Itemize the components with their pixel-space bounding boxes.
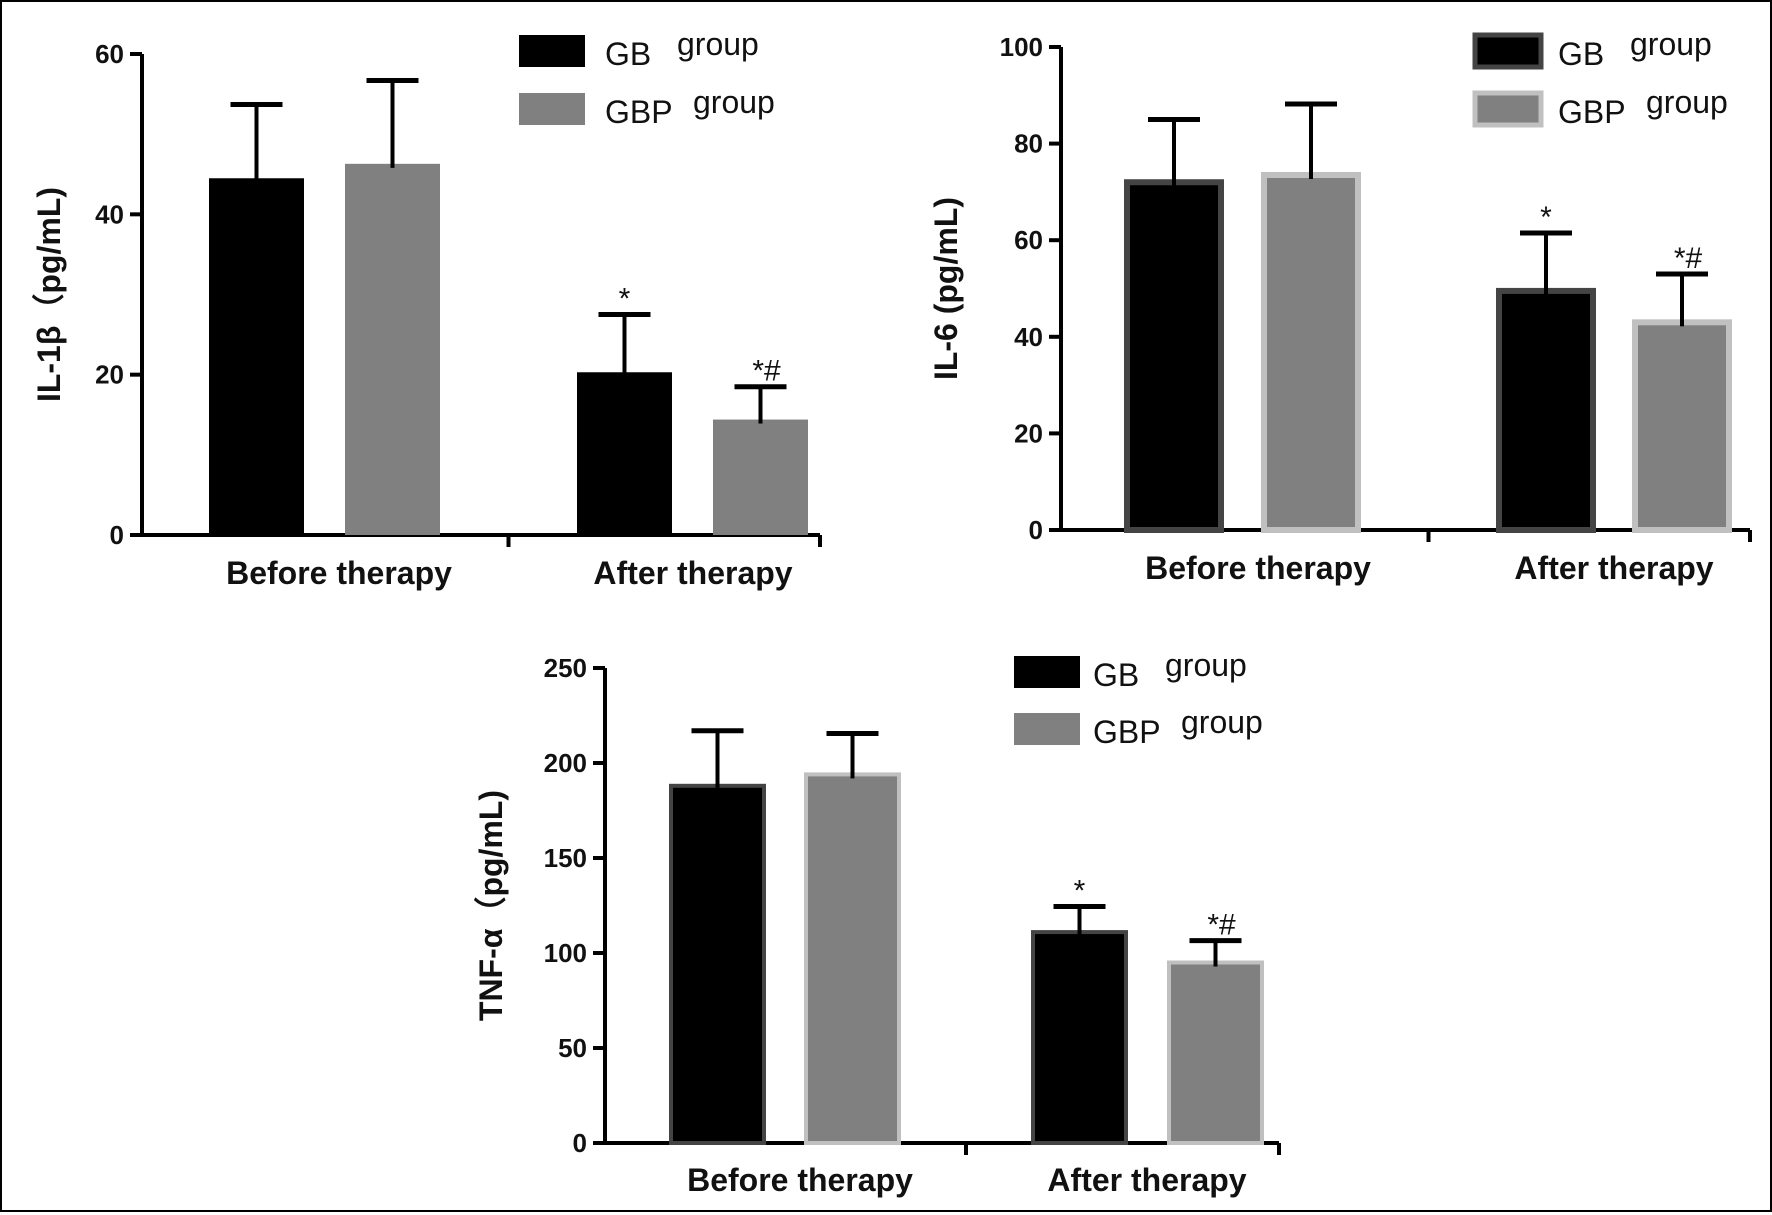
bar-gb-1 [577, 372, 672, 535]
legend-label-gb-part2: group [1165, 647, 1247, 683]
x-category-label: Before therapy [226, 555, 452, 591]
significance-mark: *# [1207, 909, 1236, 942]
bar-gb-0 [209, 178, 304, 535]
y-axis-label: TNF-α（pg/mL) [473, 790, 509, 1021]
significance-mark: *# [752, 355, 781, 388]
y-tick-label: 0 [1029, 515, 1043, 545]
legend-label-gbp-part2: group [1646, 84, 1728, 120]
y-tick-label: 40 [1014, 322, 1043, 352]
legend-swatch-gb [1014, 656, 1080, 688]
legend-label-gbp-part1: GBP [605, 94, 673, 130]
legend-swatch-gbp [1472, 90, 1544, 128]
legend-label-gb-part2: group [1630, 26, 1712, 62]
y-tick-label: 100 [1000, 32, 1043, 62]
x-category-label: Before therapy [1145, 550, 1371, 586]
significance-mark: *# [1674, 242, 1703, 275]
y-tick-label: 60 [1014, 225, 1043, 255]
significance-mark: * [1074, 874, 1086, 907]
legend-label-gbp-part1: GBP [1558, 94, 1626, 130]
y-tick-label: 0 [573, 1128, 587, 1158]
y-tick-label: 0 [110, 520, 124, 550]
x-category-label: After therapy [1047, 1162, 1246, 1198]
bar-gb-0 [1124, 179, 1224, 534]
y-tick-label: 60 [95, 39, 124, 69]
y-tick-label: 200 [544, 748, 587, 778]
legend-label-gb-part1: GB [605, 36, 651, 72]
bar-gb-0 [669, 783, 766, 1145]
legend-label-gbp-part2: group [693, 84, 775, 120]
x-category-label: After therapy [1514, 550, 1713, 586]
y-axis-label: IL-6 (pg/mL) [928, 197, 964, 380]
bar-gbp-0 [804, 772, 901, 1146]
significance-mark: * [1540, 201, 1552, 234]
bar-gb-1 [1031, 930, 1128, 1145]
bar-gbp-1 [1632, 319, 1732, 533]
bar-gbp-0 [345, 163, 440, 535]
legend-label-gb-part2: group [677, 26, 759, 62]
y-tick-label: 100 [544, 938, 587, 968]
legend-label-gbp-part1: GBP [1093, 714, 1161, 750]
legend-label-gbp-part2: group [1181, 704, 1263, 740]
legend-swatch-gbp [519, 93, 585, 125]
y-tick-label: 250 [544, 653, 587, 683]
y-tick-label: 20 [1014, 418, 1043, 448]
y-tick-label: 80 [1014, 129, 1043, 159]
significance-mark: * [619, 283, 631, 316]
chart-panel-1: 0 20 40 60 IL-1β（pg/mL) Before therapy After t… [31, 26, 822, 591]
chart-panel-2: 0 20 40 60 80 100 IL-6 (pg/mL) Before therapy Af… [928, 26, 1752, 586]
bar-gbp-1 [713, 419, 808, 535]
legend-label-gb-part1: GB [1558, 36, 1604, 72]
y-tick-label: 50 [558, 1033, 587, 1063]
legend-swatch-gb [519, 35, 585, 67]
x-category-label: Before therapy [687, 1162, 913, 1198]
legend-swatch-gbp [1014, 713, 1080, 745]
bar-gbp-1 [1167, 960, 1264, 1145]
x-category-label: After therapy [593, 555, 792, 591]
y-tick-label: 40 [95, 199, 124, 229]
y-axis-label: IL-1β（pg/mL) [31, 187, 67, 402]
legend-swatch-gb [1472, 32, 1544, 70]
y-tick-label: 150 [544, 843, 587, 873]
y-tick-label: 20 [95, 360, 124, 390]
bar-gbp-0 [1261, 171, 1361, 533]
legend-label-gb-part1: GB [1093, 657, 1139, 693]
bar-gb-1 [1496, 287, 1596, 534]
chart-panel-3: 0 50 100 150 200 250 TNF-α（pg/mL) Before therap… [473, 647, 1281, 1198]
